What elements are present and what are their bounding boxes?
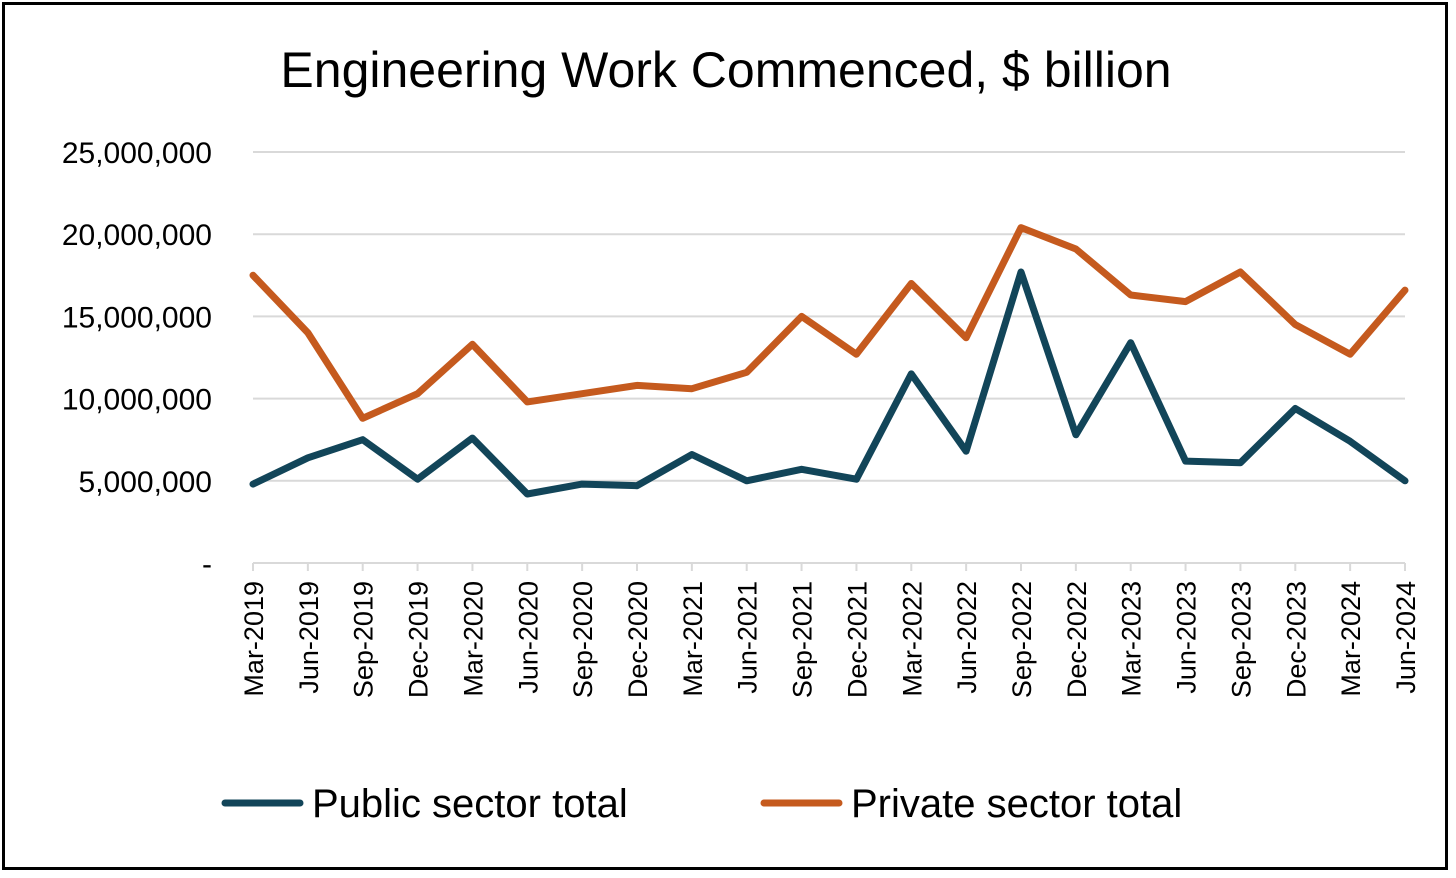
x-tick-label: Mar-2023: [1117, 581, 1147, 697]
x-tick-label: Sep-2020: [568, 581, 598, 698]
y-tick-label: 20,000,000: [62, 219, 212, 252]
series-line-private: [249, 224, 1409, 422]
x-tick-label: Jun-2022: [952, 581, 982, 694]
x-tick-label: Dec-2022: [1062, 581, 1092, 698]
x-tick-label: Jun-2021: [733, 581, 763, 694]
gridlines: [253, 151, 1405, 482]
x-tick-label: Jun-2019: [294, 581, 324, 694]
x-tick-label: Dec-2023: [1281, 581, 1311, 698]
series-line-public: [249, 268, 1409, 498]
x-tick-label: Mar-2021: [678, 581, 708, 697]
y-tick-label: 10,000,000: [62, 384, 212, 417]
legend: Public sector total Private sector total: [221, 782, 1182, 826]
x-tick-label: Jun-2023: [1172, 581, 1202, 694]
y-tick-label: -: [202, 548, 212, 581]
x-tick-label: Jun-2020: [513, 581, 543, 694]
x-tick-label: Mar-2024: [1336, 581, 1366, 697]
y-axis: - 5,000,000 10,000,000 15,000,000 20,000,000…: [62, 137, 212, 581]
y-tick-label: 15,000,000: [62, 301, 212, 334]
x-tick-label: Dec-2019: [404, 581, 434, 698]
y-tick-label: 25,000,000: [62, 137, 212, 170]
x-tick-label: Dec-2021: [842, 581, 872, 698]
x-tick-label: Sep-2021: [788, 581, 818, 698]
x-axis: Mar-2019 Jun-2019 Sep-2019 Dec-2019 Mar-2020…: [239, 562, 1421, 698]
x-tick-label: Mar-2020: [458, 581, 488, 697]
chart-title: Engineering Work Commenced, $ billion: [280, 42, 1171, 98]
x-tick-label: Sep-2023: [1226, 581, 1256, 698]
series-lines: [249, 224, 1409, 498]
x-tick-label: Mar-2022: [897, 581, 927, 697]
y-tick-label: 5,000,000: [79, 466, 212, 499]
x-tick-label: Mar-2019: [239, 581, 269, 697]
x-tick-label: Sep-2019: [349, 581, 379, 698]
legend-label: Private sector total: [851, 782, 1182, 826]
legend-label: Public sector total: [312, 782, 628, 826]
x-tick-label: Dec-2020: [623, 581, 653, 698]
x-tick-label: Sep-2022: [1007, 581, 1037, 698]
x-tick-label: Jun-2024: [1391, 581, 1421, 694]
